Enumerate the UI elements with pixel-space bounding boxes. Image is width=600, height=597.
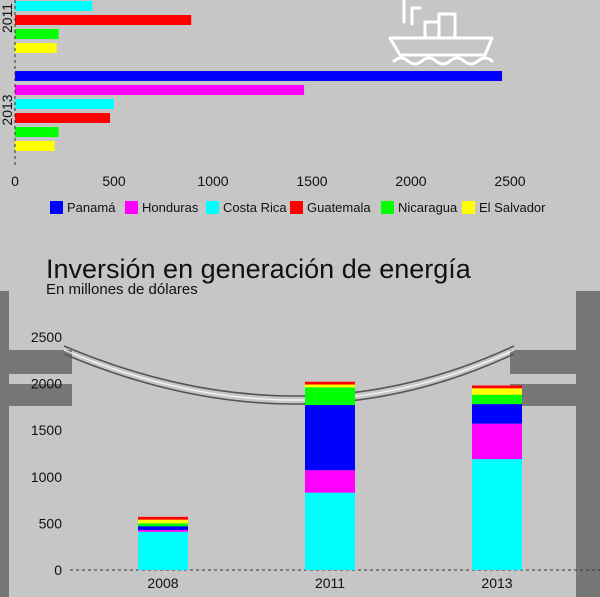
bar-segment-2008-el-salvador <box>138 519 188 524</box>
x-tick-label: 500 <box>102 173 126 189</box>
bar-2011-costa-rica <box>15 1 93 11</box>
x-tick-label: 2008 <box>147 575 178 591</box>
bar-2013-el-salvador <box>15 141 55 151</box>
legend-label: Costa Rica <box>223 200 287 215</box>
x-tick-label: 1500 <box>296 173 327 189</box>
x-tick-label: 1000 <box>197 173 228 189</box>
y-tick-label: 1500 <box>31 422 62 438</box>
bar-segment-2011-el-salvador <box>305 384 355 388</box>
group-label: 2011 <box>0 3 15 33</box>
bar-segment-2011-costa-rica <box>305 492 355 570</box>
bar-segment-2008-costa-rica <box>138 531 188 570</box>
legend-item-guatemala: Guatemala <box>290 200 371 215</box>
x-tick-label: 2011 <box>315 575 345 591</box>
legend-swatch <box>290 201 303 214</box>
bar-segment-2008-panamá <box>138 526 188 530</box>
legend-item-honduras: Honduras <box>125 200 199 215</box>
legend-swatch <box>206 201 219 214</box>
legend-swatch <box>381 201 394 214</box>
legend-label: Honduras <box>142 200 199 215</box>
bar-segment-2008-nicaragua <box>138 523 188 527</box>
bar-2011-guatemala <box>15 15 192 25</box>
bar-segment-2013-guatemala <box>472 385 522 389</box>
legend-item-el-salvador: El Salvador <box>462 200 546 215</box>
bar-2013-costa-rica <box>15 99 114 109</box>
bar-segment-2013-panamá <box>472 404 522 424</box>
x-tick-label: 2013 <box>481 575 512 591</box>
legend-label: El Salvador <box>479 200 546 215</box>
bar-segment-2011-guatemala <box>305 381 355 385</box>
bar-segment-2013-honduras <box>472 423 522 460</box>
chart-subtitle: En millones de dólares <box>46 281 198 298</box>
legend-item-panamá: Panamá <box>50 200 116 215</box>
x-tick-label: 0 <box>11 173 19 189</box>
y-tick-label: 0 <box>54 562 62 578</box>
legend-item-nicaragua: Nicaragua <box>381 200 458 215</box>
bar-segment-2008-guatemala <box>138 516 188 520</box>
y-tick-label: 2000 <box>31 376 62 392</box>
bridge-illustration <box>0 291 600 597</box>
legend-label: Panamá <box>67 200 116 215</box>
bar-segment-2008-honduras <box>138 529 188 532</box>
bar-segment-2011-nicaragua <box>305 387 355 406</box>
legend-item-costa-rica: Costa Rica <box>206 200 287 215</box>
bar-segment-2013-costa-rica <box>472 459 522 570</box>
legend-label: Nicaragua <box>398 200 458 215</box>
bar-2013-panamá <box>15 71 503 81</box>
x-tick-label: 2000 <box>395 173 426 189</box>
group-label: 2013 <box>0 94 15 125</box>
bar-segment-2013-el-salvador <box>472 388 522 395</box>
ship-icon <box>388 0 494 66</box>
x-tick-label: 2500 <box>494 173 525 189</box>
horizontal-bar-chart: 2011 2013 0 500 1000 1500 2000 2500 Panamá Hondu… <box>0 0 546 215</box>
bar-2013-honduras <box>15 85 305 95</box>
y-tick-label: 1000 <box>31 469 62 485</box>
bar-2013-guatemala <box>15 113 111 123</box>
bar-segment-2011-panamá <box>305 405 355 471</box>
legend-label: Guatemala <box>307 200 371 215</box>
legend-swatch <box>462 201 475 214</box>
legend-swatch <box>50 201 63 214</box>
bar-segment-2013-nicaragua <box>472 394 522 405</box>
chart-title: Inversión en generación de energía <box>46 254 472 284</box>
legend-swatch <box>125 201 138 214</box>
bar-2011-el-salvador <box>15 43 57 53</box>
bar-2013-nicaragua <box>15 127 59 137</box>
bar-2011-nicaragua <box>15 29 59 39</box>
y-tick-label: 500 <box>39 515 63 531</box>
bar-segment-2011-honduras <box>305 470 355 493</box>
y-tick-label: 2500 <box>31 329 62 345</box>
